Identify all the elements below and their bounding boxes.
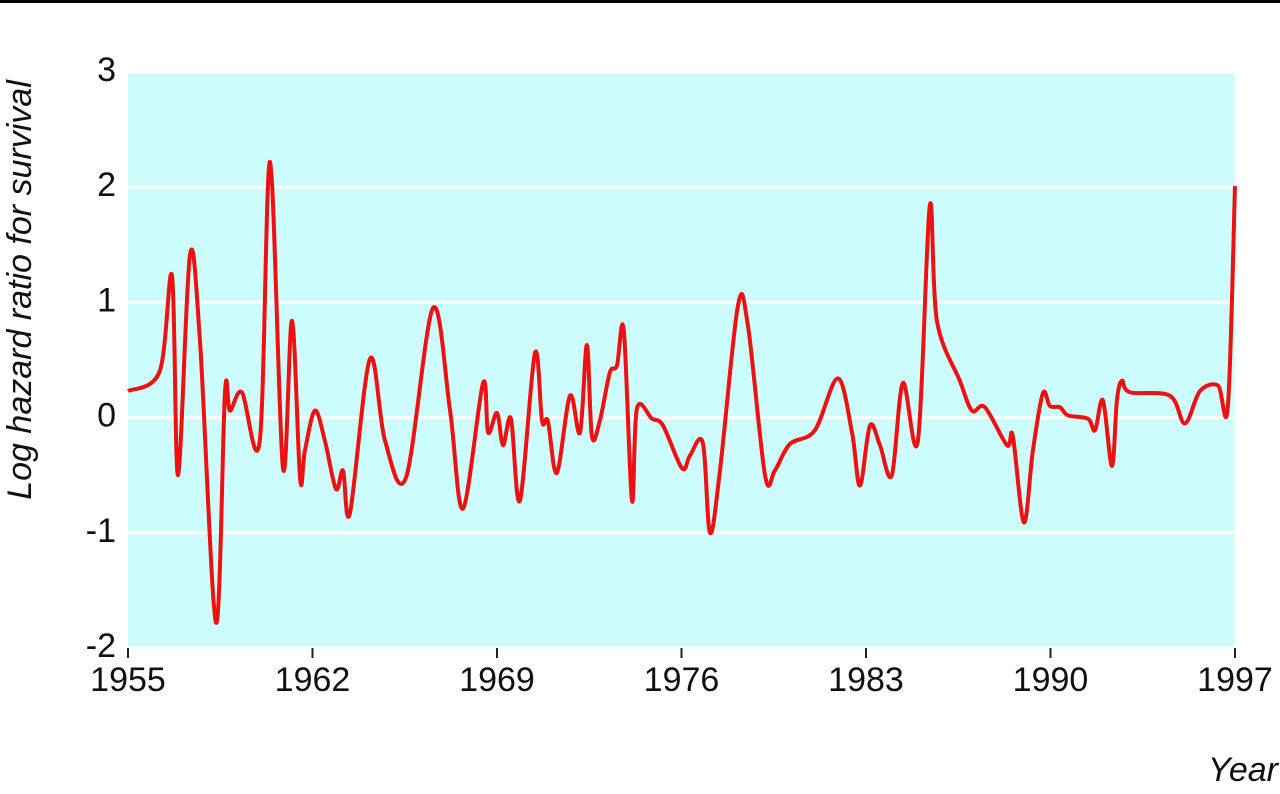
plot-background xyxy=(128,72,1235,648)
y-tick-label: 0 xyxy=(97,397,116,435)
y-axis-label: Log hazard ratio for survival xyxy=(1,79,39,500)
x-tick-label: 1962 xyxy=(275,661,351,699)
x-tick-label: 1976 xyxy=(644,661,720,699)
x-axis-label: Year xyxy=(1208,751,1280,789)
x-tick-label: 1990 xyxy=(1013,661,1089,699)
y-tick-label: 3 xyxy=(97,51,116,89)
x-tick-label: 1997 xyxy=(1197,661,1273,699)
top-rule xyxy=(0,0,1280,3)
x-tick-label: 1983 xyxy=(828,661,904,699)
data-line xyxy=(126,159,1237,625)
y-tick-label: -2 xyxy=(86,627,116,665)
y-tick-label: -1 xyxy=(86,512,116,550)
x-tick-label: 1969 xyxy=(459,661,535,699)
y-tick-label: 2 xyxy=(97,166,116,204)
y-tick-label: 1 xyxy=(97,281,116,319)
x-tick-label: 1955 xyxy=(90,661,166,699)
